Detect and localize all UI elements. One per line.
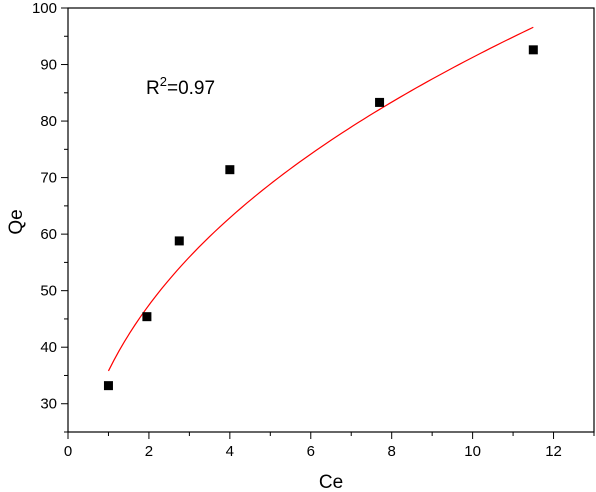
data-point xyxy=(375,97,385,107)
y-axis-label: Qe xyxy=(6,209,27,234)
x-tick-label: 0 xyxy=(64,443,72,460)
r-squared-base: R xyxy=(146,78,160,99)
y-tick-label: 100 xyxy=(32,0,57,17)
x-tick-label: 4 xyxy=(226,443,234,460)
x-tick-label: 10 xyxy=(464,443,481,460)
y-tick-label: 80 xyxy=(40,113,57,130)
x-tick-label: 6 xyxy=(307,443,315,460)
r-squared-superscript: 2 xyxy=(160,74,167,89)
y-tick-label: 30 xyxy=(40,396,57,413)
r-squared-annotation: R2=0.97 xyxy=(146,74,215,99)
x-tick-label: 12 xyxy=(545,443,562,460)
x-axis-ticks: 0 2 4 6 8 10 12 xyxy=(64,432,595,460)
r-squared-value: =0.97 xyxy=(167,78,215,99)
data-point xyxy=(174,236,184,246)
plot-frame xyxy=(67,7,595,433)
data-point xyxy=(528,45,538,55)
x-tick-label: 2 xyxy=(145,443,153,460)
y-tick-label: 90 xyxy=(40,57,57,74)
y-tick-label: 60 xyxy=(40,226,57,243)
y-tick-label: 70 xyxy=(40,170,57,187)
data-point xyxy=(142,312,152,322)
y-axis-ticks: 30 40 50 60 70 80 90 100 xyxy=(32,0,68,433)
x-axis-label: Ce xyxy=(319,472,343,492)
y-tick-label: 50 xyxy=(40,283,57,300)
y-tick-label: 40 xyxy=(40,339,57,356)
data-points xyxy=(103,45,538,391)
fit-curve xyxy=(107,26,534,372)
data-point xyxy=(103,381,113,391)
x-tick-label: 8 xyxy=(388,443,396,460)
data-point xyxy=(225,165,235,175)
